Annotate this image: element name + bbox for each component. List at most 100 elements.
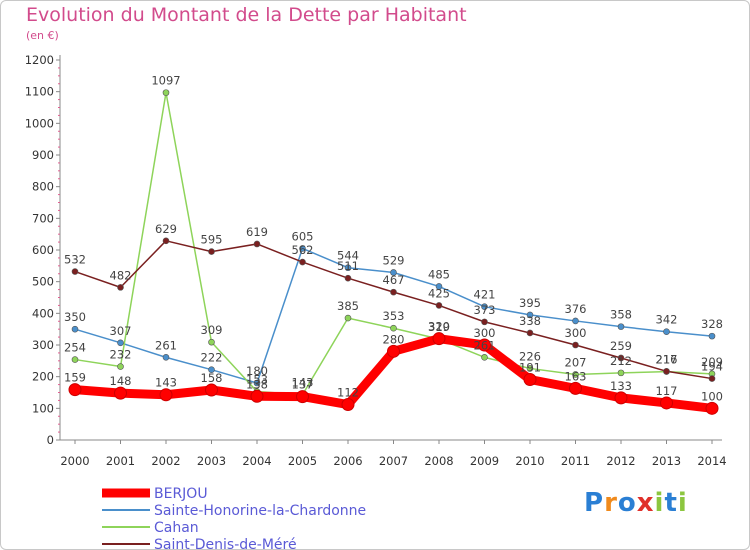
- series-point: [705, 401, 719, 415]
- series-point: [162, 89, 170, 96]
- legend-label: Saint-Denis-de-Méré: [154, 537, 297, 550]
- series-point: [208, 248, 215, 255]
- series-point: [117, 284, 124, 291]
- series-point: [344, 314, 352, 322]
- series-point: [523, 373, 537, 387]
- legend-label: BERJOU: [154, 486, 208, 502]
- x-tick-label: 2006: [333, 454, 362, 468]
- data-label: 319: [428, 320, 450, 334]
- data-label: 254: [64, 341, 86, 355]
- data-label: 222: [201, 351, 223, 365]
- series-point: [208, 366, 215, 374]
- series-point: [614, 391, 628, 405]
- series-point: [435, 302, 443, 309]
- data-label: 373: [474, 303, 496, 317]
- series-point: [572, 341, 579, 349]
- data-label: 232: [110, 348, 132, 362]
- data-label: 629: [155, 222, 177, 236]
- data-label: 328: [701, 317, 723, 331]
- x-tick-label: 2000: [60, 454, 89, 468]
- data-label: 562: [292, 243, 314, 257]
- series-point: [660, 396, 673, 410]
- data-label: 358: [610, 308, 632, 322]
- data-label: 209: [701, 355, 723, 369]
- series-point: [387, 344, 400, 358]
- y-tick-label: 700: [32, 211, 54, 225]
- data-label: 425: [428, 286, 450, 300]
- series-point: [114, 386, 127, 400]
- data-label: 159: [64, 371, 86, 385]
- series-point: [572, 371, 579, 378]
- x-tick-label: 2009: [470, 454, 499, 468]
- data-label: 511: [337, 259, 359, 273]
- series-point: [708, 332, 716, 340]
- data-label: 280: [383, 332, 405, 346]
- series-point: [71, 268, 79, 275]
- data-label: 353: [383, 309, 405, 323]
- data-label: 385: [337, 299, 359, 313]
- data-label: 1097: [151, 74, 180, 88]
- y-tick-label: 500: [32, 275, 54, 289]
- data-label: 338: [519, 314, 541, 328]
- series-point: [481, 303, 488, 310]
- series-point: [299, 258, 306, 266]
- data-label: 158: [201, 371, 223, 385]
- series-point: [296, 390, 309, 404]
- series-point: [617, 369, 625, 377]
- data-label: 320: [428, 320, 450, 334]
- logo-letter: i: [654, 488, 665, 518]
- series-point: [344, 274, 352, 282]
- series-point: [390, 269, 397, 276]
- logo-letter: r: [604, 488, 618, 518]
- y-tick-label: 0: [47, 433, 54, 447]
- data-label: 212: [610, 354, 632, 368]
- data-label: 261: [155, 338, 177, 352]
- series-point: [526, 365, 534, 372]
- series-point: [390, 324, 397, 332]
- y-tick-label: 1000: [25, 116, 54, 130]
- data-label: 100: [701, 389, 723, 403]
- data-label: 532: [64, 253, 86, 267]
- data-label: 153: [246, 373, 268, 387]
- series-point: [253, 379, 261, 387]
- data-label: 143: [292, 376, 314, 390]
- y-tick-label: 900: [32, 148, 54, 162]
- x-tick-label: 2007: [379, 454, 408, 468]
- series-point: [205, 383, 218, 397]
- logo-letter: t: [664, 488, 678, 518]
- data-label: 485: [428, 267, 450, 281]
- logo-letter: P: [584, 488, 605, 518]
- y-tick-label: 1100: [25, 85, 54, 99]
- series-point: [341, 398, 355, 412]
- series-point: [435, 283, 443, 290]
- series-point: [250, 389, 264, 403]
- y-tick-label: 200: [32, 370, 54, 384]
- series-point: [344, 264, 352, 272]
- logo-letter: o: [617, 488, 637, 518]
- data-label: 300: [565, 326, 587, 340]
- data-label: 544: [337, 249, 359, 263]
- y-tick-label: 1200: [25, 53, 54, 67]
- series-point: [432, 332, 446, 346]
- logo-letter: x: [636, 488, 655, 518]
- data-label: 180: [246, 364, 268, 378]
- data-label: 261: [474, 338, 496, 352]
- data-label: 194: [701, 360, 723, 374]
- series-point: [481, 354, 488, 361]
- data-label: 163: [565, 369, 587, 383]
- series-point: [526, 329, 534, 337]
- legend-label: Cahan: [154, 520, 199, 536]
- data-label: 112: [337, 386, 359, 400]
- data-label: 217: [656, 352, 678, 366]
- data-label: 307: [110, 324, 132, 338]
- data-label: 605: [292, 229, 314, 243]
- x-tick-label: 2014: [697, 454, 726, 468]
- series-point: [572, 317, 579, 325]
- y-tick-label: 100: [32, 401, 54, 415]
- y-tick-label: 800: [32, 180, 54, 194]
- data-label: 133: [610, 379, 632, 393]
- series-point: [253, 240, 261, 248]
- data-label: 309: [201, 323, 223, 337]
- series-point: [208, 338, 215, 346]
